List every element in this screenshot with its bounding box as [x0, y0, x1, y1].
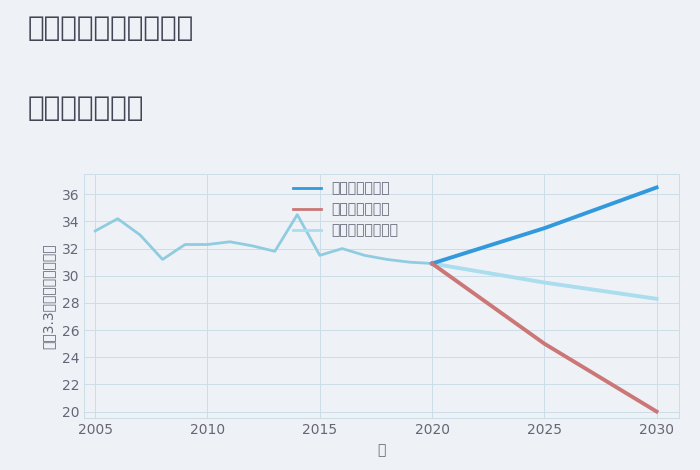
Text: 土地の価格推移: 土地の価格推移 [28, 94, 144, 122]
Y-axis label: 坪（3.3㎡）単価（万円）: 坪（3.3㎡）単価（万円） [42, 243, 56, 349]
X-axis label: 年: 年 [377, 443, 386, 457]
Legend: グッドシナリオ, バッドシナリオ, ノーマルシナリオ: グッドシナリオ, バッドシナリオ, ノーマルシナリオ [287, 176, 405, 243]
Text: 千葉県市原市小田部の: 千葉県市原市小田部の [28, 14, 195, 42]
